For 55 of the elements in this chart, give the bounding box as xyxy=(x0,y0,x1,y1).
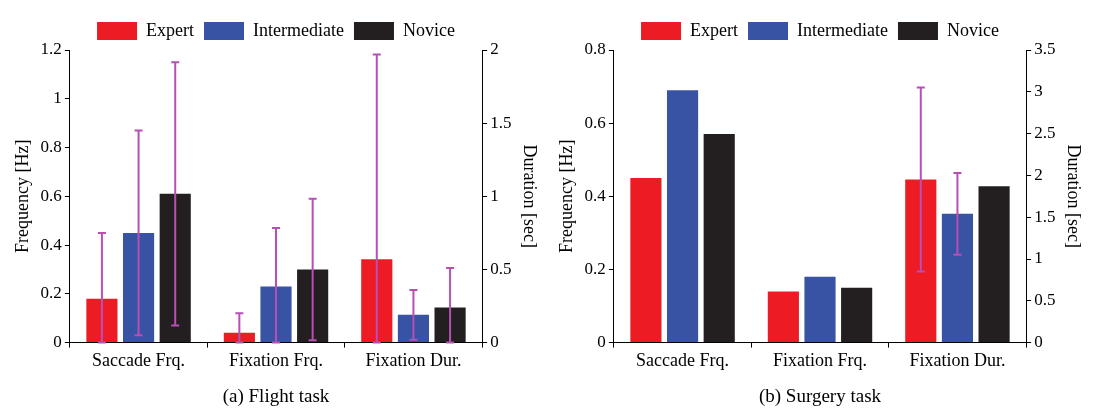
y2-tick-label: 1 xyxy=(1034,248,1043,268)
y-tick-label: 0.4 xyxy=(40,234,63,254)
y2-tick-label: 2 xyxy=(1034,164,1043,184)
bar xyxy=(297,269,329,343)
y-tick-label: 0.6 xyxy=(584,112,606,132)
y2-tick-label: 2 xyxy=(490,39,499,59)
bar xyxy=(767,291,799,343)
bar xyxy=(666,90,699,343)
x-tick-label: Fixation Frq. xyxy=(228,350,324,371)
text: (b) Surgery task xyxy=(758,384,882,407)
bar xyxy=(159,193,191,343)
x-tick-label: Fixation Dur. xyxy=(365,350,462,371)
y2-tick-label: 0.5 xyxy=(490,258,512,278)
bar xyxy=(703,134,735,343)
y2-tick-label: 3.5 xyxy=(1034,39,1056,59)
y2-tick-label: 1 xyxy=(490,185,499,205)
y-tick-label: 0.2 xyxy=(584,258,606,278)
x-tick-label: Saccade Frq. xyxy=(636,350,730,371)
y2-tick-label: 3 xyxy=(1034,81,1043,101)
legend-label: Expert xyxy=(690,19,739,40)
y-tick-label: 0.8 xyxy=(584,39,606,59)
y2-tick-label: 1.5 xyxy=(1034,206,1056,226)
x-tick-label: Fixation Frq. xyxy=(772,350,868,371)
y-tick-label: 0.4 xyxy=(584,185,607,205)
y-tick-label: 0 xyxy=(53,332,62,352)
y-tick-label: 0.2 xyxy=(40,283,62,303)
legend-label: Intermediate xyxy=(797,19,888,40)
bar xyxy=(122,232,155,343)
legend-label: Expert xyxy=(146,19,195,40)
y-tick-label: 1 xyxy=(53,88,62,108)
bar xyxy=(86,298,118,343)
y-axis-title: Frequency [Hz] xyxy=(555,139,576,254)
y2-tick-label: 2.5 xyxy=(1034,123,1056,143)
bar xyxy=(804,276,836,343)
legend-label: Novice xyxy=(946,19,999,40)
legend-label: Intermediate xyxy=(253,19,344,40)
y-tick-label: 1.2 xyxy=(40,39,62,59)
x-tick-label: Saccade Frq. xyxy=(92,350,186,371)
legend-label: Novice xyxy=(402,19,455,40)
x-tick-label: Fixation Dur. xyxy=(909,350,1006,371)
y-tick-label: 0 xyxy=(597,332,606,352)
y2-axis-title: Duration [sec] xyxy=(520,144,541,249)
bar xyxy=(223,332,255,343)
y2-tick-label: 0.5 xyxy=(1034,290,1056,310)
y2-tick-label: 0 xyxy=(490,332,499,352)
y2-tick-label: 1.5 xyxy=(490,112,512,132)
y-tick-label: 0.8 xyxy=(40,137,62,156)
y2-axis-title: Duration [sec] xyxy=(1064,144,1085,249)
text: (a) Flight task xyxy=(222,384,330,407)
y-tick-label: 0.6 xyxy=(40,185,62,205)
y-axis-title: Frequency [Hz] xyxy=(11,139,32,254)
bar xyxy=(841,287,873,343)
bar xyxy=(260,286,292,343)
y2-tick-label: 0 xyxy=(1034,332,1043,352)
bar xyxy=(630,178,662,343)
